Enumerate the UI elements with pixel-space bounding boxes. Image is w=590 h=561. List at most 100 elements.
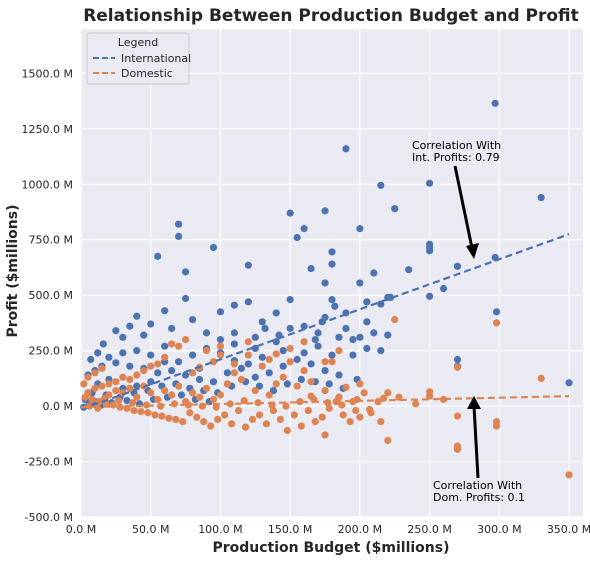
point-domestic [223, 380, 232, 388]
point-international [386, 293, 395, 301]
x-tick-label: 300.0 M [477, 523, 521, 536]
point-domestic [133, 393, 141, 401]
point-international [265, 369, 273, 377]
x-tick-label: 200.0 M [338, 523, 382, 536]
point-international [328, 351, 336, 359]
annotation-domestic: Correlation With Dom. Profits: 0.1 [433, 396, 525, 504]
point-international [147, 378, 155, 386]
point-international [335, 371, 343, 379]
point-international [133, 312, 141, 320]
point-international [491, 99, 499, 107]
point-international [161, 342, 169, 350]
point-international [307, 360, 315, 368]
point-international [161, 307, 169, 315]
point-international [349, 351, 357, 359]
point-domestic [290, 411, 298, 419]
point-international [286, 324, 294, 333]
point-domestic [147, 389, 155, 397]
point-international [154, 252, 162, 260]
point-domestic [318, 413, 326, 421]
point-international [188, 315, 197, 324]
point-international [168, 324, 176, 333]
y-tick-label: 0.0 M [43, 400, 73, 413]
point-domestic [228, 420, 236, 428]
point-international [370, 269, 378, 277]
point-international [216, 308, 225, 316]
x-tick-label: 150.0 M [268, 523, 312, 536]
point-domestic [366, 405, 374, 414]
point-international [105, 353, 113, 361]
trend-line-domestic [80, 395, 570, 409]
point-domestic [195, 393, 204, 401]
point-domestic [244, 351, 252, 359]
point-domestic [144, 409, 152, 417]
point-domestic [112, 378, 120, 386]
point-international [181, 294, 190, 303]
point-domestic [202, 384, 211, 392]
point-domestic [181, 335, 190, 344]
point-international [209, 378, 218, 386]
trend-line-international [80, 233, 570, 411]
y-tick-label: 1500.0 M [22, 67, 73, 80]
point-international [286, 296, 294, 304]
annotation-dom-line2: Dom. Profits: 0.1 [433, 491, 525, 504]
point-domestic [276, 415, 285, 423]
point-domestic [98, 364, 106, 372]
trend-lines [80, 233, 570, 411]
point-international [251, 373, 259, 381]
point-domestic [168, 340, 176, 348]
point-domestic [115, 396, 123, 405]
point-international [87, 355, 95, 364]
point-international [279, 362, 287, 370]
point-domestic [91, 384, 99, 392]
point-international [112, 359, 120, 367]
point-domestic [172, 415, 180, 423]
data-points [80, 99, 573, 479]
y-tick-label: 500.0 M [29, 289, 73, 302]
point-international [286, 209, 294, 217]
point-domestic [179, 418, 187, 426]
point-domestic [311, 418, 319, 426]
point-international [283, 380, 291, 388]
point-domestic [492, 422, 501, 430]
point-international [492, 308, 501, 316]
point-domestic [212, 403, 220, 411]
point-domestic [105, 380, 113, 388]
point-domestic [188, 389, 197, 397]
legend-label-international: International [121, 52, 191, 65]
point-domestic [391, 315, 399, 324]
point-international [453, 262, 462, 270]
point-international [272, 338, 280, 346]
point-international [356, 279, 364, 287]
annotation-international: Correlation With Int. Profits: 0.79 [412, 139, 501, 259]
point-international [94, 349, 102, 357]
point-domestic [112, 386, 120, 395]
annotation-int-line2: Int. Profits: 0.79 [412, 151, 500, 164]
point-domestic [258, 362, 266, 370]
point-international [321, 367, 329, 375]
point-international [300, 349, 308, 357]
point-international [335, 333, 343, 341]
point-international [307, 264, 315, 273]
point-international [370, 329, 378, 337]
point-domestic [255, 411, 264, 419]
point-domestic [356, 413, 364, 421]
point-domestic [565, 471, 573, 479]
point-international [230, 340, 238, 348]
point-international [133, 347, 141, 355]
point-domestic [234, 406, 243, 415]
point-domestic [377, 418, 385, 426]
point-international [244, 261, 252, 269]
point-domestic [168, 391, 176, 399]
point-international [112, 327, 120, 335]
point-domestic [282, 402, 290, 410]
point-international [391, 205, 399, 213]
point-domestic [207, 422, 215, 430]
point-international [237, 364, 245, 372]
point-domestic [91, 369, 99, 377]
x-axis-label: Production Budget ($millions) [212, 540, 449, 556]
y-tick-label: 250.0 M [29, 345, 73, 358]
point-international [426, 247, 434, 255]
point-domestic [338, 401, 346, 409]
point-international [147, 351, 155, 359]
